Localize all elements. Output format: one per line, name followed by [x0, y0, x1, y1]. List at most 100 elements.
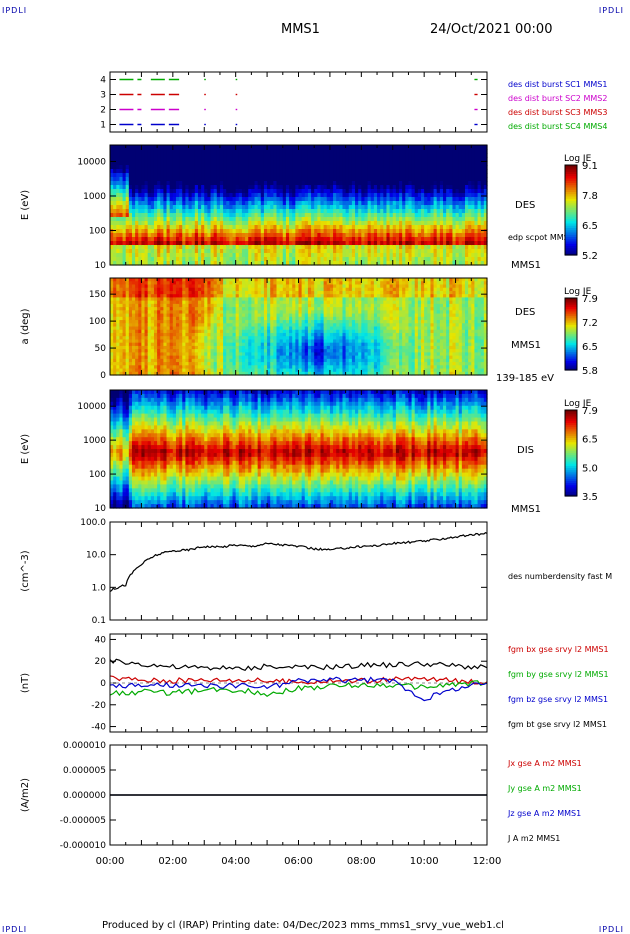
- spectrogram-cell: [210, 213, 215, 218]
- spectrogram-cell: [191, 197, 196, 202]
- spectrogram-cell: [179, 169, 183, 174]
- spectrogram-cell: [191, 257, 196, 262]
- spectrogram-cell: [204, 213, 208, 218]
- spectrogram-cell: [172, 237, 177, 242]
- spectrogram-cell: [197, 153, 202, 158]
- spectrogram-cell: [125, 193, 130, 198]
- spectrogram-cell: [150, 169, 155, 174]
- spectrogram-cell: [113, 185, 117, 190]
- colorbar-tick-label: 9.1: [582, 161, 598, 172]
- spectrogram-cell: [128, 253, 133, 258]
- spectrogram-cell: [213, 189, 218, 194]
- spectrogram-cell: [163, 201, 168, 206]
- spectrogram-cell: [131, 169, 136, 174]
- spectrogram-cell: [160, 181, 165, 186]
- spectrogram-cell: [116, 205, 121, 210]
- spectrogram-cell: [179, 153, 183, 158]
- spectrogram-cell: [138, 197, 143, 202]
- spectrogram-cell: [119, 185, 124, 190]
- spectrogram-cell: [128, 245, 133, 250]
- spectrogram-cell: [213, 161, 218, 166]
- spectrogram-cell: [179, 181, 183, 186]
- spectrogram-cell: [160, 237, 165, 242]
- spectrogram-cell: [166, 237, 171, 242]
- spectrogram-cell: [135, 165, 139, 170]
- spectrogram-cell: [157, 257, 161, 262]
- spectrogram-cell: [116, 193, 121, 198]
- spectrogram-cell: [210, 173, 215, 178]
- spectrogram-cell: [122, 241, 127, 246]
- spectrogram-cell: [144, 161, 149, 166]
- spectrogram-cell: [210, 229, 215, 234]
- spectrogram-cell: [110, 189, 114, 194]
- spectrogram-cell: [191, 209, 196, 214]
- spectrogram-cell: [188, 253, 193, 258]
- spectrogram-cell: [197, 261, 202, 266]
- spectrogram-cell: [166, 249, 171, 254]
- spectrogram-cell: [141, 249, 146, 254]
- spectrogram-cell: [172, 201, 177, 206]
- spectrogram-cell: [116, 145, 121, 150]
- spectrogram-cell: [163, 257, 168, 262]
- spectrogram-cell: [153, 165, 158, 170]
- spectrogram-cell: [144, 201, 149, 206]
- spectrogram-cell: [207, 181, 212, 186]
- spectrogram-cell: [213, 145, 218, 150]
- spectrogram-cell: [172, 261, 177, 266]
- spectrogram-cell: [141, 233, 146, 238]
- spectrogram-cell: [194, 217, 199, 222]
- spectrogram-cell: [113, 249, 117, 254]
- spectrogram-cell: [166, 217, 171, 222]
- spectrogram-cell: [144, 249, 149, 254]
- spectrogram-cell: [175, 169, 180, 174]
- spectrogram-cell: [113, 209, 117, 214]
- spectrogram-cell: [131, 233, 136, 238]
- spectrogram-cell: [122, 193, 127, 198]
- legend-entry: des dist burst SC2 MMS2: [508, 94, 607, 103]
- spectrogram-cell: [150, 249, 155, 254]
- spectrogram-cell: [166, 205, 171, 210]
- spectrogram-cell: [113, 173, 117, 178]
- spectrogram-cell: [147, 177, 152, 182]
- spectrogram-cell: [125, 233, 130, 238]
- spectrogram-cell: [128, 173, 133, 178]
- spectrogram-cell: [191, 205, 196, 210]
- spectrogram-cell: [160, 193, 165, 198]
- spectrogram-cell: [163, 241, 168, 246]
- spectrogram-cell: [201, 165, 205, 170]
- spectrogram-cell: [191, 261, 196, 266]
- spectrogram-cell: [131, 193, 136, 198]
- spectrogram-cell: [138, 153, 143, 158]
- spectrogram-cell: [179, 233, 183, 238]
- spectrogram-cell: [157, 237, 161, 242]
- spectrogram-cell: [172, 205, 177, 210]
- spectrogram-cell: [197, 257, 202, 262]
- spectrogram-cell: [125, 165, 130, 170]
- spectrogram-cell: [182, 177, 186, 182]
- spectrogram-cell: [119, 229, 124, 234]
- spectrogram-cell: [153, 237, 158, 242]
- spectrogram-cell: [135, 241, 139, 246]
- spectrogram-cell: [185, 261, 190, 266]
- spectrogram-cell: [113, 233, 117, 238]
- spectrogram-cell: [179, 149, 183, 154]
- spectrogram-cell: [125, 181, 130, 186]
- spectrogram-cell: [157, 181, 161, 186]
- spectrogram-cell: [166, 225, 171, 230]
- spectrogram-cell: [172, 173, 177, 178]
- spectrogram-cell: [138, 157, 143, 162]
- spectrogram-cell: [147, 233, 152, 238]
- spectrogram-cell: [185, 145, 190, 150]
- spectrogram-cell: [113, 153, 117, 158]
- spectrogram-cell: [150, 213, 155, 218]
- spectrogram-cell: [163, 181, 168, 186]
- spectrogram-cell: [201, 249, 205, 254]
- spectrogram-cell: [138, 233, 143, 238]
- spectrogram-cell: [179, 145, 183, 150]
- spectrogram-cell: [122, 261, 127, 266]
- spectrogram-cell: [141, 185, 146, 190]
- spectrogram-cell: [163, 217, 168, 222]
- spectrogram-cell: [201, 205, 205, 210]
- spectrogram-cell: [197, 209, 202, 214]
- spectrogram-cell: [138, 209, 143, 214]
